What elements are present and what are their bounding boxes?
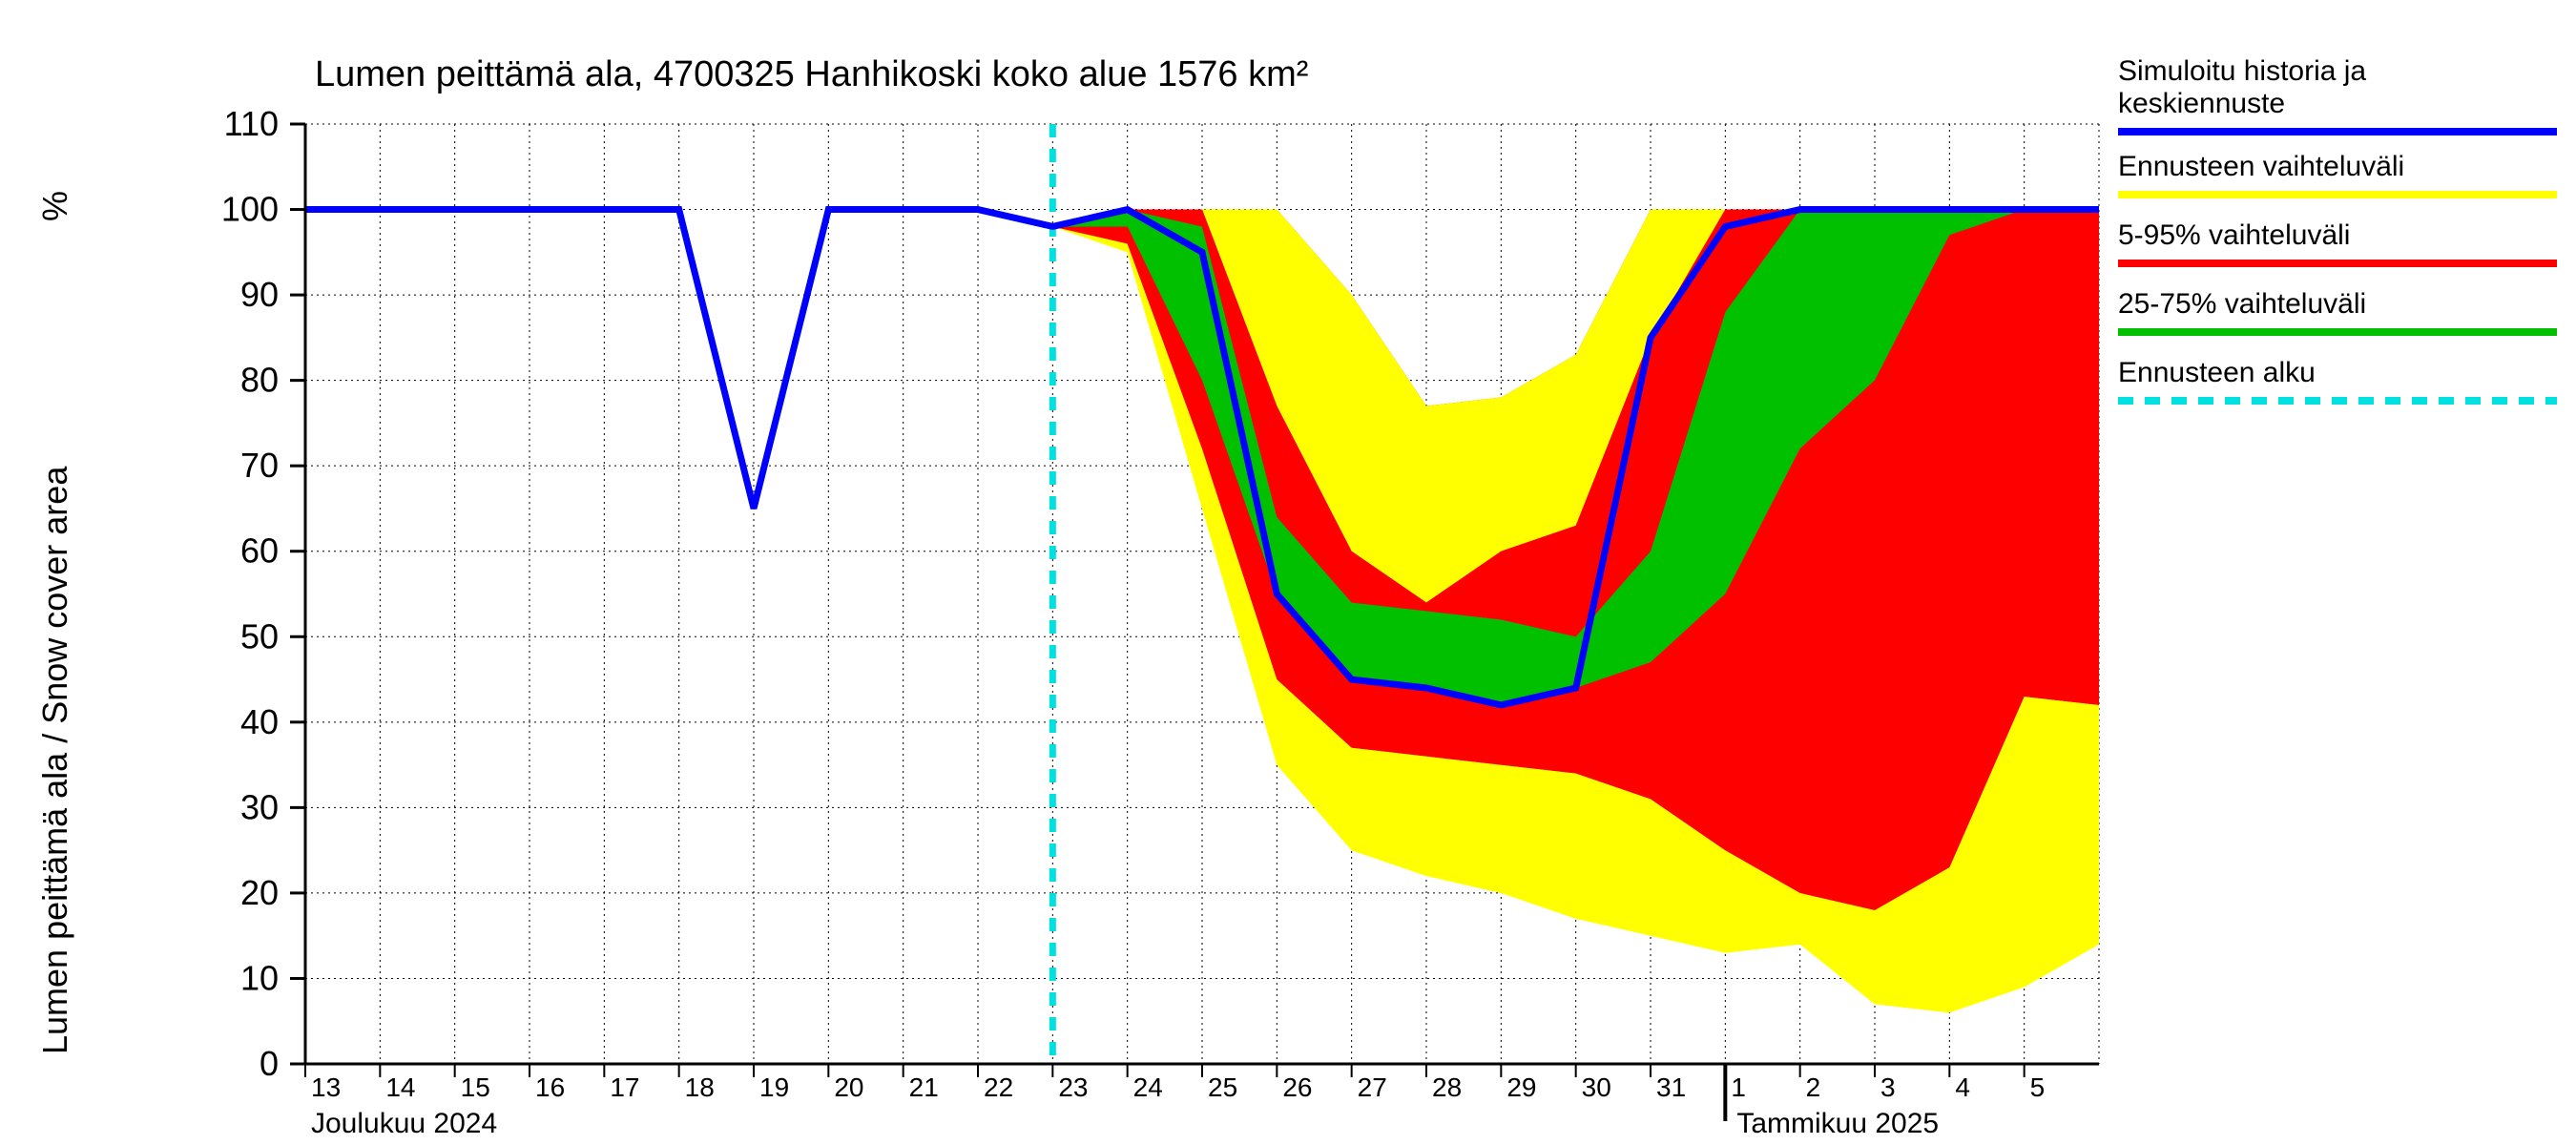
y-tick-label: 110 bbox=[224, 104, 279, 143]
snow-cover-chart: 0102030405060708090100110131415161718192… bbox=[0, 0, 2576, 1145]
y-tick-label: 40 bbox=[240, 702, 279, 741]
y-tick-label: 50 bbox=[240, 616, 279, 656]
y-tick-label: 60 bbox=[240, 531, 279, 571]
x-tick-label: 28 bbox=[1432, 1072, 1462, 1102]
x-tick-label: 1 bbox=[1731, 1072, 1746, 1102]
x-tick-label: 5 bbox=[2030, 1072, 2046, 1102]
x-tick-label: 19 bbox=[759, 1072, 789, 1102]
x-tick-label: 16 bbox=[535, 1072, 565, 1102]
x-tick-label: 13 bbox=[311, 1072, 341, 1102]
x-tick-label: 3 bbox=[1880, 1072, 1896, 1102]
x-tick-label: 26 bbox=[1282, 1072, 1312, 1102]
legend-label: Ennusteen alku bbox=[2118, 357, 2316, 388]
month-label-fi-left: Joulukuu 2024 bbox=[311, 1108, 497, 1139]
x-tick-label: 2 bbox=[1806, 1072, 1821, 1102]
y-axis-label: Lumen peittämä ala / Snow cover area bbox=[35, 466, 74, 1054]
x-tick-label: 4 bbox=[1955, 1072, 1970, 1102]
legend-label: 5-95% vaihteluväli bbox=[2118, 219, 2350, 251]
y-tick-label: 70 bbox=[240, 446, 279, 485]
x-tick-label: 15 bbox=[461, 1072, 490, 1102]
x-tick-label: 22 bbox=[984, 1072, 1013, 1102]
x-tick-label: 18 bbox=[685, 1072, 715, 1102]
x-tick-label: 27 bbox=[1358, 1072, 1387, 1102]
x-tick-label: 21 bbox=[909, 1072, 939, 1102]
x-tick-label: 24 bbox=[1133, 1072, 1163, 1102]
chart-title: Lumen peittämä ala, 4700325 Hanhikoski k… bbox=[315, 54, 1308, 94]
x-tick-label: 31 bbox=[1656, 1072, 1686, 1102]
chart-stage: { "chart": { "type": "line-with-bands", … bbox=[0, 0, 2576, 1145]
y-axis-unit: % bbox=[35, 191, 74, 221]
y-tick-label: 30 bbox=[240, 787, 279, 826]
legend-label: 25-75% vaihteluväli bbox=[2118, 288, 2366, 320]
legend-label: Simuloitu historia ja bbox=[2118, 55, 2366, 87]
x-tick-label: 25 bbox=[1208, 1072, 1237, 1102]
y-tick-label: 80 bbox=[240, 361, 279, 400]
legend-label: Ennusteen vaihteluväli bbox=[2118, 151, 2404, 182]
y-tick-label: 20 bbox=[240, 873, 279, 912]
legend-label2: keskiennuste bbox=[2118, 88, 2285, 119]
x-tick-label: 14 bbox=[385, 1072, 415, 1102]
month-label-fi-right: Tammikuu 2025 bbox=[1736, 1108, 1939, 1139]
x-tick-label: 17 bbox=[610, 1072, 639, 1102]
x-tick-label: 23 bbox=[1058, 1072, 1088, 1102]
y-tick-label: 10 bbox=[240, 958, 279, 997]
y-tick-label: 0 bbox=[260, 1044, 279, 1083]
x-tick-label: 20 bbox=[834, 1072, 863, 1102]
y-tick-label: 100 bbox=[221, 190, 279, 229]
x-tick-label: 30 bbox=[1582, 1072, 1611, 1102]
y-tick-label: 90 bbox=[240, 275, 279, 314]
x-tick-label: 29 bbox=[1506, 1072, 1536, 1102]
